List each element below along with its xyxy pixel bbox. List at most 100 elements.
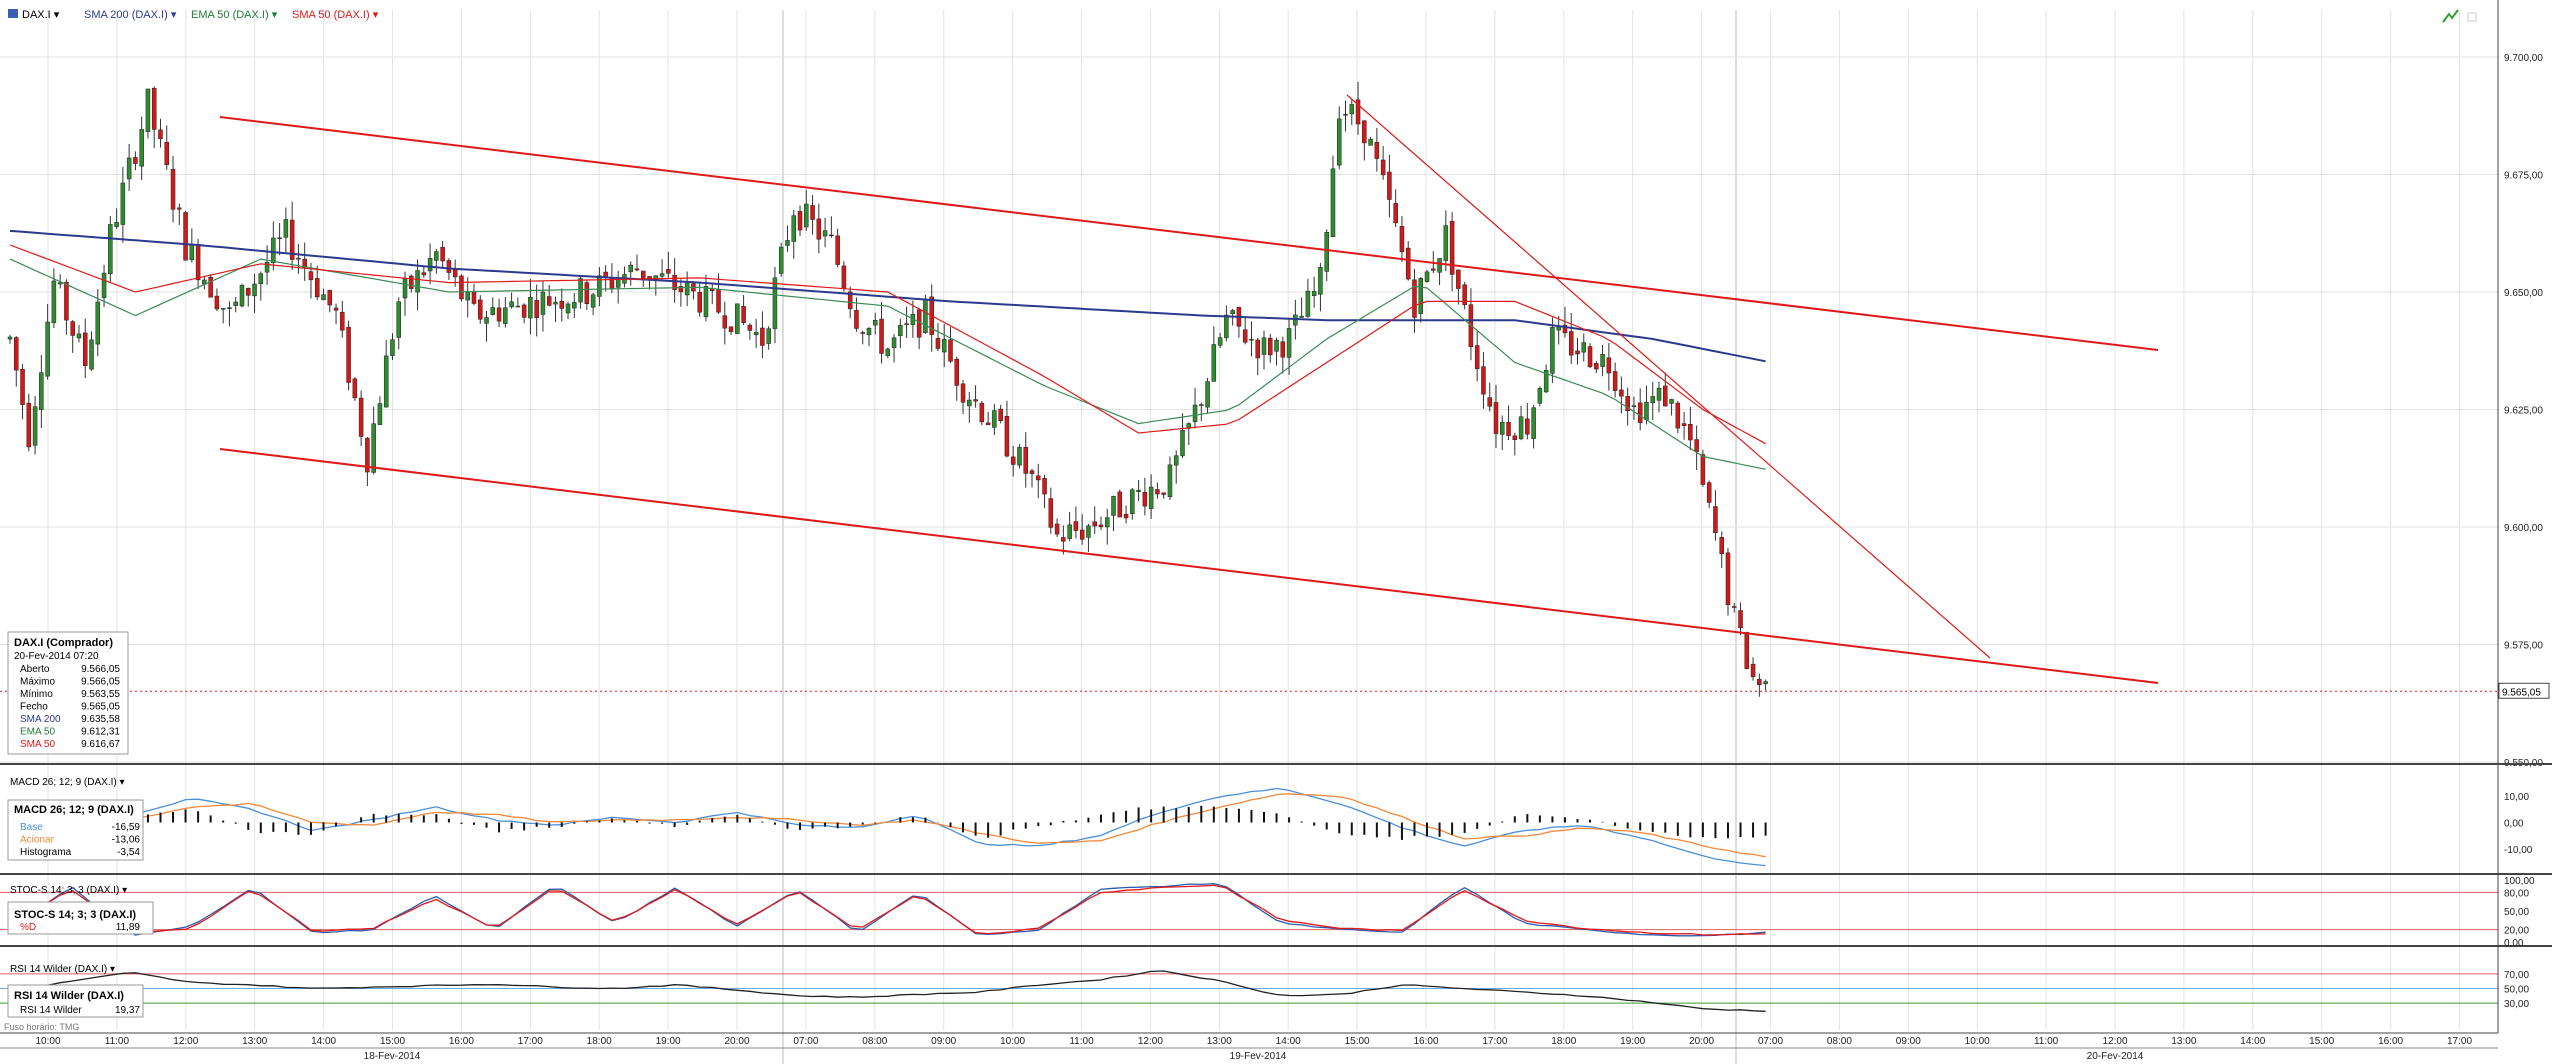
candle-body[interactable] (1148, 486, 1154, 509)
candle-body[interactable] (1136, 489, 1141, 493)
candle-body[interactable] (766, 328, 771, 344)
candle-body[interactable] (985, 422, 991, 426)
candle-body[interactable] (471, 291, 477, 304)
candle-body[interactable] (1575, 350, 1580, 355)
candle-body[interactable] (396, 301, 401, 338)
candle-body[interactable] (51, 280, 57, 324)
candle-body[interactable] (108, 224, 113, 274)
candle-body[interactable] (1349, 104, 1355, 115)
candle-body[interactable] (1531, 407, 1536, 439)
candle-body[interactable] (308, 271, 314, 281)
candle-body[interactable] (1368, 138, 1373, 146)
candle-body[interactable] (1481, 366, 1486, 395)
candle-body[interactable] (377, 403, 383, 425)
candle-body[interactable] (1594, 363, 1599, 370)
candle-body[interactable] (1675, 402, 1681, 429)
candle-body[interactable] (1525, 418, 1530, 435)
candle-body[interactable] (415, 270, 420, 293)
candle-body[interactable] (1268, 337, 1273, 356)
candle-body[interactable] (352, 378, 358, 399)
candle-body[interactable] (716, 289, 721, 313)
candle-body[interactable] (264, 262, 270, 273)
candle-body[interactable] (183, 212, 188, 261)
candle-body[interactable] (1518, 416, 1524, 440)
candle-body[interactable] (1650, 396, 1655, 404)
candle-body[interactable] (208, 276, 213, 298)
candle-body[interactable] (1224, 314, 1229, 339)
candle-body[interactable] (390, 339, 395, 356)
candle-body[interactable] (1424, 271, 1430, 282)
candle-body[interactable] (465, 291, 470, 301)
candle-body[interactable] (1587, 346, 1593, 368)
candle-body[interactable] (578, 278, 583, 303)
candle-body[interactable] (365, 437, 370, 473)
candle-body[interactable] (1173, 455, 1179, 466)
candle-body[interactable] (1500, 422, 1505, 435)
candle-body[interactable] (1199, 404, 1204, 406)
candle-body[interactable] (95, 301, 101, 345)
candle-body[interactable] (979, 402, 985, 423)
candle-body[interactable] (82, 332, 88, 366)
candle-body[interactable] (1054, 523, 1060, 535)
candle-body[interactable] (14, 337, 19, 371)
candle-body[interactable] (666, 269, 671, 274)
candle-body[interactable] (145, 88, 151, 132)
candle-body[interactable] (998, 408, 1003, 421)
candle-body[interactable] (314, 278, 320, 298)
candle-body[interactable] (1506, 422, 1511, 436)
candle-body[interactable] (434, 251, 439, 261)
candle-body[interactable] (1167, 464, 1173, 497)
candle-body[interactable] (866, 328, 872, 336)
candle-body[interactable] (553, 301, 558, 305)
candle-body[interactable] (879, 318, 884, 354)
candle-body[interactable] (778, 246, 784, 274)
candle-body[interactable] (1211, 344, 1217, 382)
candle-body[interactable] (327, 290, 333, 306)
candle-body[interactable] (816, 218, 822, 240)
candle-body[interactable] (1393, 203, 1398, 224)
candle-body[interactable] (678, 286, 684, 293)
candle-body[interactable] (32, 406, 38, 446)
candle-body[interactable] (1656, 387, 1662, 401)
rsi-panel[interactable] (0, 970, 2498, 1012)
candle-body[interactable] (904, 323, 909, 325)
candle-body[interactable] (935, 338, 941, 349)
candle-body[interactable] (960, 383, 966, 403)
candle-body[interactable] (1029, 470, 1035, 474)
candle-body[interactable] (1299, 315, 1304, 318)
trend-icon[interactable] (2442, 9, 2459, 23)
candle-body[interactable] (496, 307, 502, 322)
candle-body[interactable] (271, 237, 276, 263)
candle-body[interactable] (70, 321, 75, 336)
candle-body[interactable] (1092, 521, 1097, 527)
candle-body[interactable] (158, 129, 163, 140)
candle-body[interactable] (409, 275, 414, 289)
candle-body[interactable] (885, 348, 891, 357)
candle-body[interactable] (89, 339, 94, 370)
candle-body[interactable] (1612, 371, 1618, 391)
candle-body[interactable] (735, 303, 740, 334)
candle-body[interactable] (1330, 168, 1336, 238)
stoch-panel-header[interactable]: STOC-S 14; 3; 3 (DAX.I) ▾ (10, 885, 127, 896)
candle-body[interactable] (1105, 517, 1110, 528)
candle-body[interactable] (164, 142, 169, 166)
candle-body[interactable] (1550, 327, 1555, 374)
candle-body[interactable] (528, 296, 533, 319)
candle-body[interactable] (227, 307, 232, 309)
candle-body[interactable] (1098, 524, 1104, 528)
candle-body[interactable] (346, 326, 351, 383)
candle-body[interactable] (101, 272, 107, 298)
candle-body[interactable] (1305, 290, 1311, 317)
candle-body[interactable] (1336, 118, 1342, 166)
candle-body[interactable] (1086, 525, 1091, 538)
candle-body[interactable] (572, 302, 577, 309)
candle-body[interactable] (1700, 454, 1706, 485)
candle-body[interactable] (1217, 337, 1223, 346)
candle-body[interactable] (440, 247, 445, 262)
candle-body[interactable] (1161, 492, 1166, 495)
candle-body[interactable] (340, 311, 345, 331)
candle-body[interactable] (1142, 491, 1148, 507)
candle-body[interactable] (1111, 496, 1116, 516)
candle-body[interactable] (1023, 447, 1028, 474)
